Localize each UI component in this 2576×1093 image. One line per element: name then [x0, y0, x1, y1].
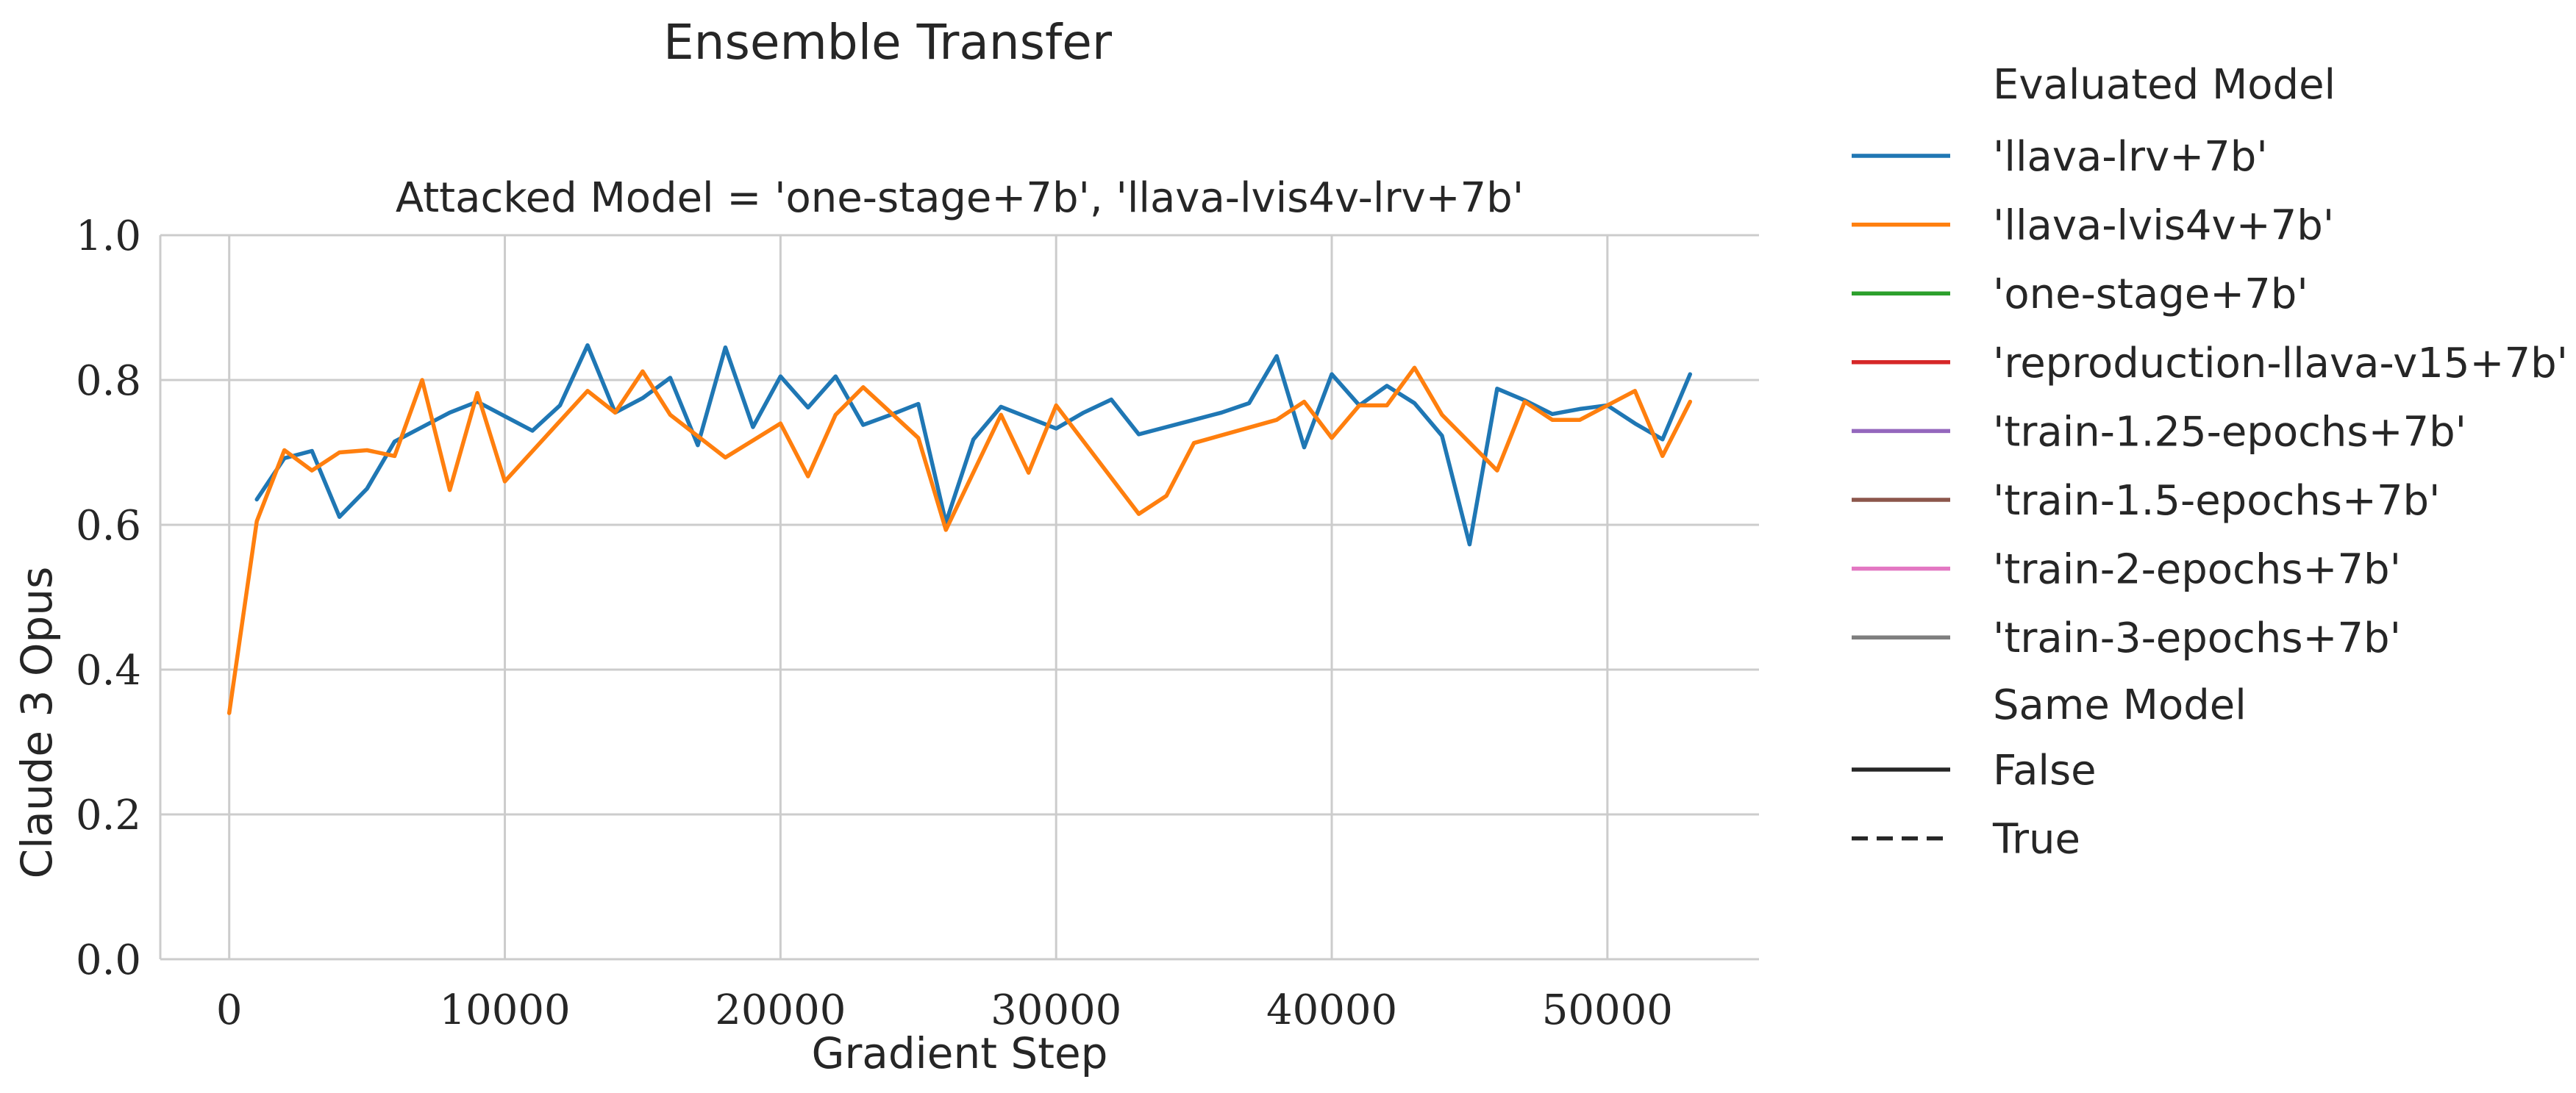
y-tick-label: 0.2 [76, 792, 141, 839]
chart-title: Ensemble Transfer [663, 14, 1113, 71]
axes-spines [159, 235, 1759, 961]
x-tick-label: 20000 [715, 986, 846, 1034]
legend-style-title: Same Model [1993, 681, 2247, 729]
legend-label: 'llava-lvis4v+7b' [1993, 202, 2334, 250]
series-layer [226, 343, 1693, 715]
grid-layer [160, 234, 1759, 961]
y-tick-label: 0.8 [76, 357, 141, 405]
legend-style-label: True [1992, 816, 2080, 864]
legend-style-entries: False True [1852, 747, 2097, 864]
legend-label: 'one-stage+7b' [1993, 270, 2308, 318]
y-tick-label: 0.6 [76, 502, 141, 550]
y-tick-label: 0.4 [76, 647, 141, 695]
series-line-llava-lvis4v-7b [226, 365, 1693, 715]
x-tick-label: 0 [216, 986, 243, 1034]
y-tick-label: 0.0 [76, 936, 141, 984]
x-tick-label: 10000 [439, 986, 570, 1034]
series-line-llava-lrv-7b [254, 343, 1693, 547]
legend-hue-title: Evaluated Model [1993, 61, 2336, 109]
y-tick-label: 1.0 [76, 212, 141, 260]
chart-subtitle: Attacked Model = 'one-stage+7b', 'llava-… [396, 174, 1524, 222]
x-axis-label: Gradient Step [812, 1028, 1108, 1078]
legend-label: 'train-1.25-epochs+7b' [1993, 408, 2466, 456]
legend: Evaluated Model 'llava-lrv+7b' 'llava-lvi… [1852, 61, 2568, 864]
legend-style-label: False [1993, 747, 2097, 795]
x-tick-label: 50000 [1542, 986, 1673, 1034]
x-axis-ticks: 0 10000 20000 30000 40000 50000 [216, 986, 1673, 1034]
y-axis-ticks: 0.0 0.2 0.4 0.6 0.8 1.0 [76, 212, 141, 984]
legend-label: 'train-2-epochs+7b' [1993, 546, 2401, 594]
x-tick-label: 40000 [1266, 986, 1397, 1034]
legend-series-entries: 'llava-lrv+7b' 'llava-lvis4v+7b' 'one-stag… [1852, 133, 2568, 662]
legend-label: 'train-1.5-epochs+7b' [1993, 477, 2440, 525]
legend-label: 'reproduction-llava-v15+7b' [1993, 340, 2568, 387]
x-tick-label: 30000 [991, 986, 1121, 1034]
legend-label: 'llava-lrv+7b' [1993, 133, 2268, 181]
legend-label: 'train-3-epochs+7b' [1993, 614, 2401, 662]
y-axis-label: Claude 3 Opus [12, 567, 62, 879]
